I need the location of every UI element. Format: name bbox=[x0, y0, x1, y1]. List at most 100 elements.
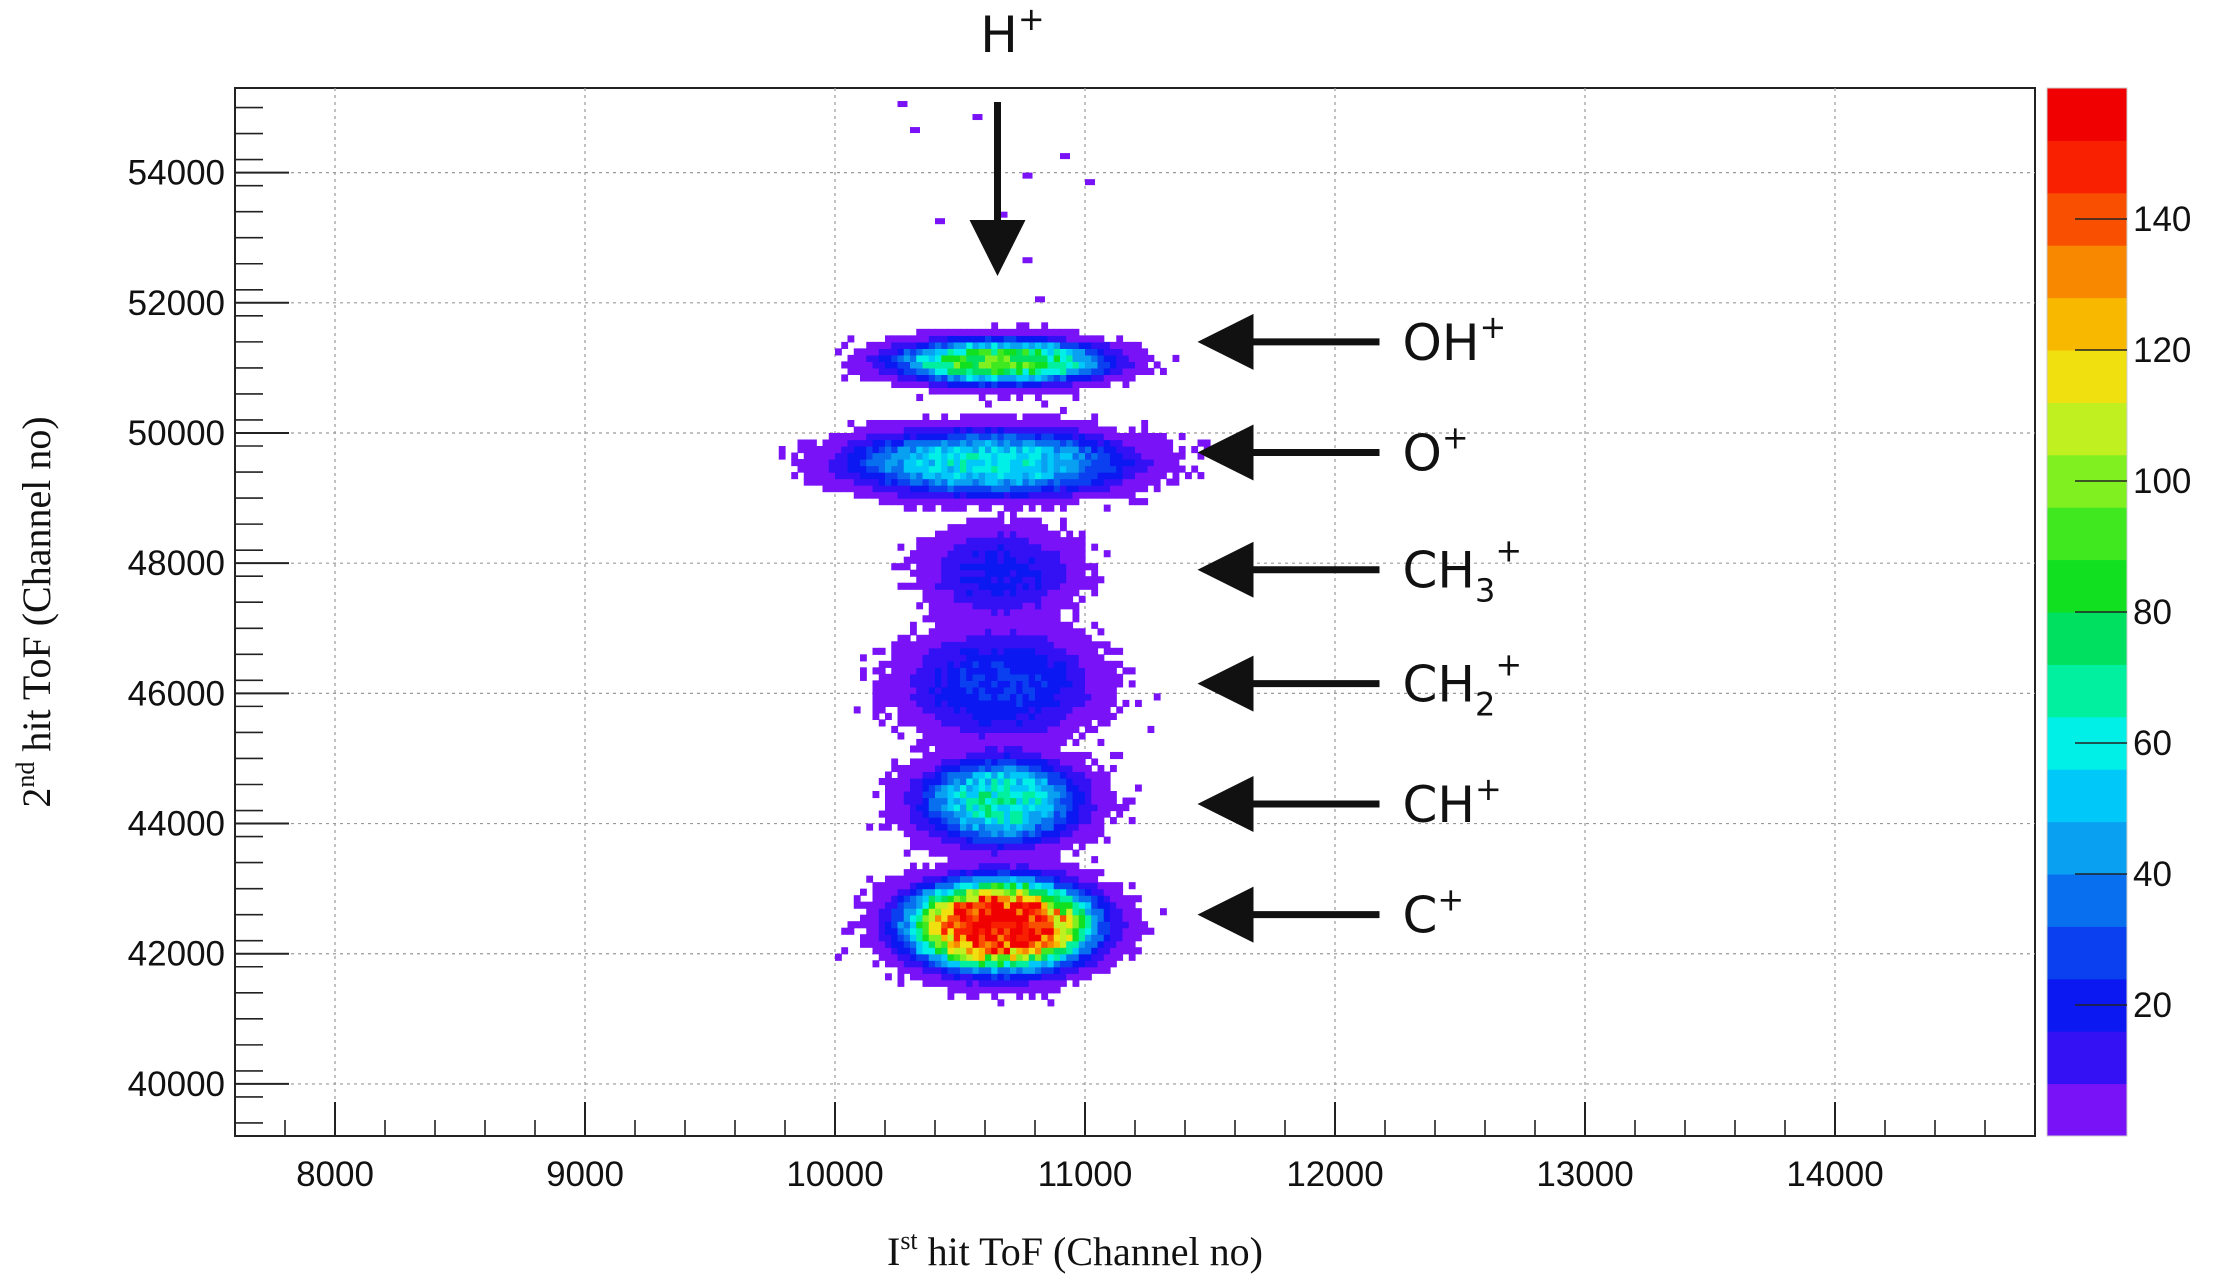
heatmap-cell bbox=[1110, 459, 1117, 467]
heatmap-cell bbox=[947, 914, 955, 922]
heatmap-cell bbox=[860, 459, 867, 467]
heatmap-cell bbox=[1066, 543, 1074, 551]
heatmap-cell bbox=[1047, 686, 1055, 694]
heatmap-cell bbox=[953, 328, 961, 336]
heatmap-cell bbox=[1116, 459, 1124, 467]
heatmap-cell bbox=[960, 712, 967, 721]
heatmap-cell bbox=[1035, 602, 1042, 610]
heatmap-cell bbox=[1103, 699, 1111, 707]
heatmap-cell bbox=[828, 478, 836, 486]
heatmap-cell bbox=[1016, 940, 1024, 948]
heatmap-cell bbox=[1178, 446, 1186, 454]
heatmap-cell bbox=[928, 563, 936, 571]
heatmap-cell bbox=[891, 478, 899, 486]
heatmap-cell bbox=[1047, 856, 1055, 864]
heatmap-cell bbox=[1003, 615, 1011, 623]
heatmap-cell bbox=[1066, 791, 1074, 799]
heatmap-cell bbox=[941, 530, 949, 538]
heatmap-cell bbox=[947, 966, 955, 974]
heatmap-cell bbox=[997, 654, 1005, 662]
heatmap-cell bbox=[1028, 589, 1036, 597]
heatmap-cell bbox=[1128, 914, 1136, 922]
heatmap-cell bbox=[916, 934, 924, 942]
heatmap-cell bbox=[841, 947, 849, 955]
colorbar-band bbox=[2047, 821, 2127, 875]
heatmap-cell bbox=[1078, 934, 1086, 942]
heatmap-cell bbox=[1097, 908, 1105, 916]
heatmap-cell bbox=[916, 380, 924, 389]
heatmap-cell bbox=[1003, 608, 1011, 616]
heatmap-cell bbox=[916, 576, 924, 584]
heatmap-cell bbox=[1022, 322, 1030, 330]
heatmap-cell bbox=[941, 953, 949, 961]
heatmap-cell bbox=[1010, 569, 1017, 577]
heatmap-cell bbox=[1091, 895, 1099, 903]
heatmap-cell bbox=[1078, 354, 1086, 362]
heatmap-cell bbox=[1022, 719, 1030, 727]
heatmap-cell bbox=[903, 660, 911, 668]
heatmap-cell bbox=[1128, 446, 1136, 454]
heatmap-cell bbox=[1103, 680, 1111, 688]
heatmap-cell bbox=[1022, 491, 1030, 499]
heatmap-cell bbox=[928, 498, 936, 506]
heatmap-cell bbox=[966, 537, 974, 545]
heatmap-cell bbox=[1035, 673, 1042, 681]
heatmap-cell bbox=[1122, 667, 1130, 675]
heatmap-cell bbox=[966, 615, 974, 623]
heatmap-cell bbox=[960, 908, 967, 916]
heatmap-cell bbox=[1091, 641, 1099, 649]
heatmap-cell bbox=[985, 712, 992, 721]
heatmap-cell bbox=[1041, 973, 1049, 981]
heatmap-cell bbox=[1016, 810, 1024, 818]
heatmap-cell bbox=[1028, 758, 1036, 766]
heatmap-cell bbox=[947, 712, 955, 721]
heatmap-cell bbox=[972, 361, 980, 369]
heatmap-cell bbox=[985, 491, 992, 499]
heatmap-cell bbox=[1097, 478, 1105, 486]
heatmap-cell bbox=[1122, 446, 1130, 454]
heatmap-cell bbox=[1053, 550, 1061, 558]
heatmap-cell bbox=[916, 823, 924, 831]
heatmap-cell bbox=[978, 654, 986, 662]
heatmap-cell bbox=[878, 341, 886, 349]
heatmap-cell bbox=[1047, 758, 1055, 766]
heatmap-cell bbox=[960, 459, 967, 467]
heatmap-cell bbox=[1085, 660, 1092, 668]
heatmap-cell bbox=[953, 862, 961, 870]
heatmap-cell bbox=[1110, 660, 1117, 668]
heatmap-cell bbox=[1110, 940, 1117, 948]
heatmap-cell bbox=[991, 582, 999, 590]
heatmap-cell bbox=[1047, 654, 1055, 662]
heatmap-cell bbox=[985, 673, 992, 681]
heatmap-cell bbox=[953, 953, 961, 961]
heatmap-cell bbox=[1103, 908, 1111, 916]
heatmap-cell bbox=[922, 927, 930, 935]
heatmap-cell bbox=[1097, 784, 1105, 792]
heatmap-cell bbox=[972, 751, 980, 760]
heatmap-cell bbox=[916, 673, 924, 681]
heatmap-cell bbox=[1053, 725, 1061, 734]
heatmap-cell bbox=[985, 862, 992, 870]
heatmap-cell bbox=[1116, 921, 1124, 929]
heatmap-cell bbox=[922, 875, 930, 883]
heatmap-cell bbox=[1047, 348, 1055, 356]
heatmap-cell bbox=[928, 569, 936, 577]
heatmap-cell bbox=[1047, 738, 1055, 747]
heatmap-cell bbox=[1097, 667, 1105, 675]
heatmap-cell bbox=[1016, 992, 1024, 1000]
heatmap-cell bbox=[878, 498, 886, 506]
heatmap-cell bbox=[972, 419, 980, 428]
heatmap-cell bbox=[1091, 341, 1099, 349]
heatmap-cell bbox=[1066, 823, 1074, 831]
heatmap-cell bbox=[1072, 498, 1080, 506]
heatmap-cell bbox=[1141, 459, 1149, 467]
heatmap-cell bbox=[1016, 804, 1024, 812]
heatmap-cell bbox=[1110, 478, 1117, 486]
heatmap-cell bbox=[966, 732, 974, 740]
heatmap-cell bbox=[903, 374, 911, 382]
heatmap-cell bbox=[860, 374, 867, 382]
heatmap-cell bbox=[1066, 576, 1074, 584]
heatmap-cell bbox=[985, 908, 992, 916]
heatmap-cell bbox=[1010, 654, 1017, 662]
heatmap-cell bbox=[1128, 817, 1136, 825]
